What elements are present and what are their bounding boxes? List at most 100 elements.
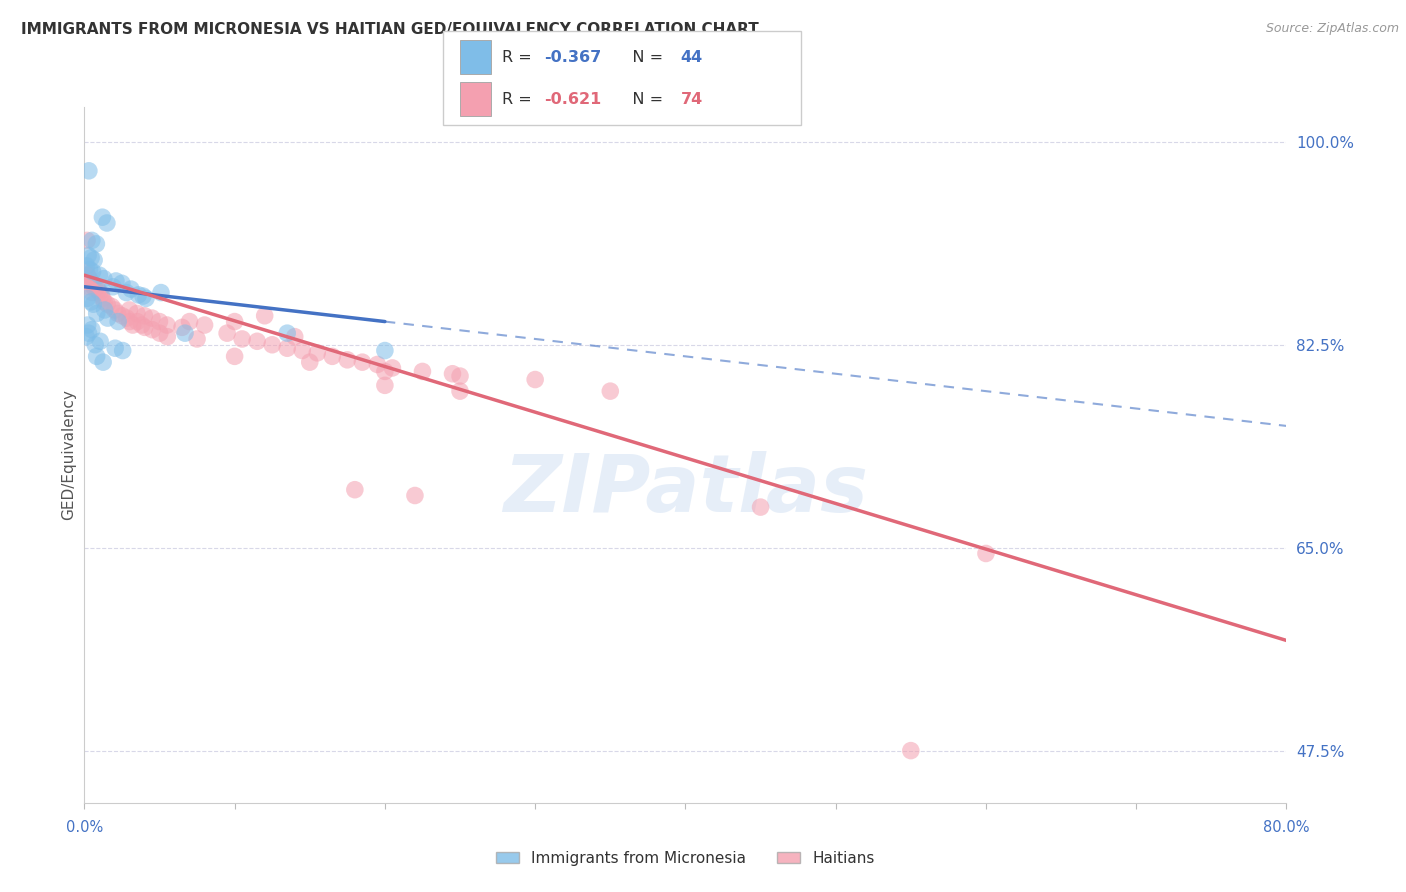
Point [524,373,547,387]
Legend: Immigrants from Micronesia, Haitians: Immigrants from Micronesia, Haitians [491,845,880,871]
Point [82,297,104,311]
Point [404,489,426,503]
Point [86,306,108,320]
Point [148,315,170,329]
Point [343,483,366,497]
Point [89,334,111,349]
Point [104,341,127,355]
Text: R =: R = [502,92,537,106]
Point [75,329,97,343]
Point [149,326,172,341]
Point [90,288,112,302]
Point [170,320,193,334]
Point [111,309,134,323]
Point [246,334,269,349]
Point [276,326,298,341]
Point [89,285,111,300]
Point [262,338,284,352]
Point [120,282,142,296]
Point [82,277,104,291]
Point [115,311,138,326]
Point [141,311,163,326]
Point [104,303,127,318]
Point [276,341,298,355]
Point [150,285,173,300]
Point [77,248,100,262]
Point [86,350,108,364]
Point [91,210,114,224]
Point [91,355,114,369]
Text: ZIPatlas: ZIPatlas [503,450,868,529]
Point [93,294,115,309]
Point [224,315,246,329]
Point [224,350,246,364]
Text: N =: N = [617,92,668,106]
Point [76,233,98,247]
Point [132,289,155,303]
Point [118,315,141,329]
Point [900,743,922,757]
Point [79,274,101,288]
Point [374,378,396,392]
Point [93,271,115,285]
Point [121,318,143,332]
Point [82,265,104,279]
Point [291,343,314,358]
Point [111,277,134,291]
Point [352,355,374,369]
Point [107,306,129,320]
Point [231,332,253,346]
Point [77,280,100,294]
Point [79,262,101,277]
Point [80,323,103,337]
Point [374,364,396,378]
Point [156,329,179,343]
Point [77,326,100,341]
Point [76,291,98,305]
Point [83,280,105,294]
Point [156,318,179,332]
Point [77,271,100,285]
Point [84,282,107,296]
Point [186,332,208,346]
Point [82,285,104,300]
Point [115,285,138,300]
Point [86,280,108,294]
Point [111,343,134,358]
Point [134,309,156,323]
Point [217,326,239,341]
Point [599,384,621,398]
Point [127,315,149,329]
Point [253,309,276,323]
Point [307,346,329,360]
Point [93,303,115,318]
Text: 0.0%: 0.0% [66,821,103,835]
Point [97,311,120,326]
Point [89,268,111,282]
Point [974,546,997,561]
Point [76,259,98,273]
Point [101,280,124,294]
Point [298,355,321,369]
Point [80,233,103,247]
Point [96,297,118,311]
Point [75,265,97,279]
Text: N =: N = [617,50,668,64]
Text: 80.0%: 80.0% [1263,821,1310,835]
Point [91,291,114,305]
Point [135,291,157,305]
Point [77,164,100,178]
Point [374,343,396,358]
Point [127,288,149,302]
Point [80,294,103,309]
Point [194,318,217,332]
Point [118,303,141,318]
Text: -0.367: -0.367 [544,50,602,64]
Point [411,364,433,378]
Point [134,320,156,334]
Point [336,352,359,367]
Text: 44: 44 [681,50,703,64]
Text: -0.621: -0.621 [544,92,602,106]
Point [441,367,464,381]
Point [107,315,129,329]
